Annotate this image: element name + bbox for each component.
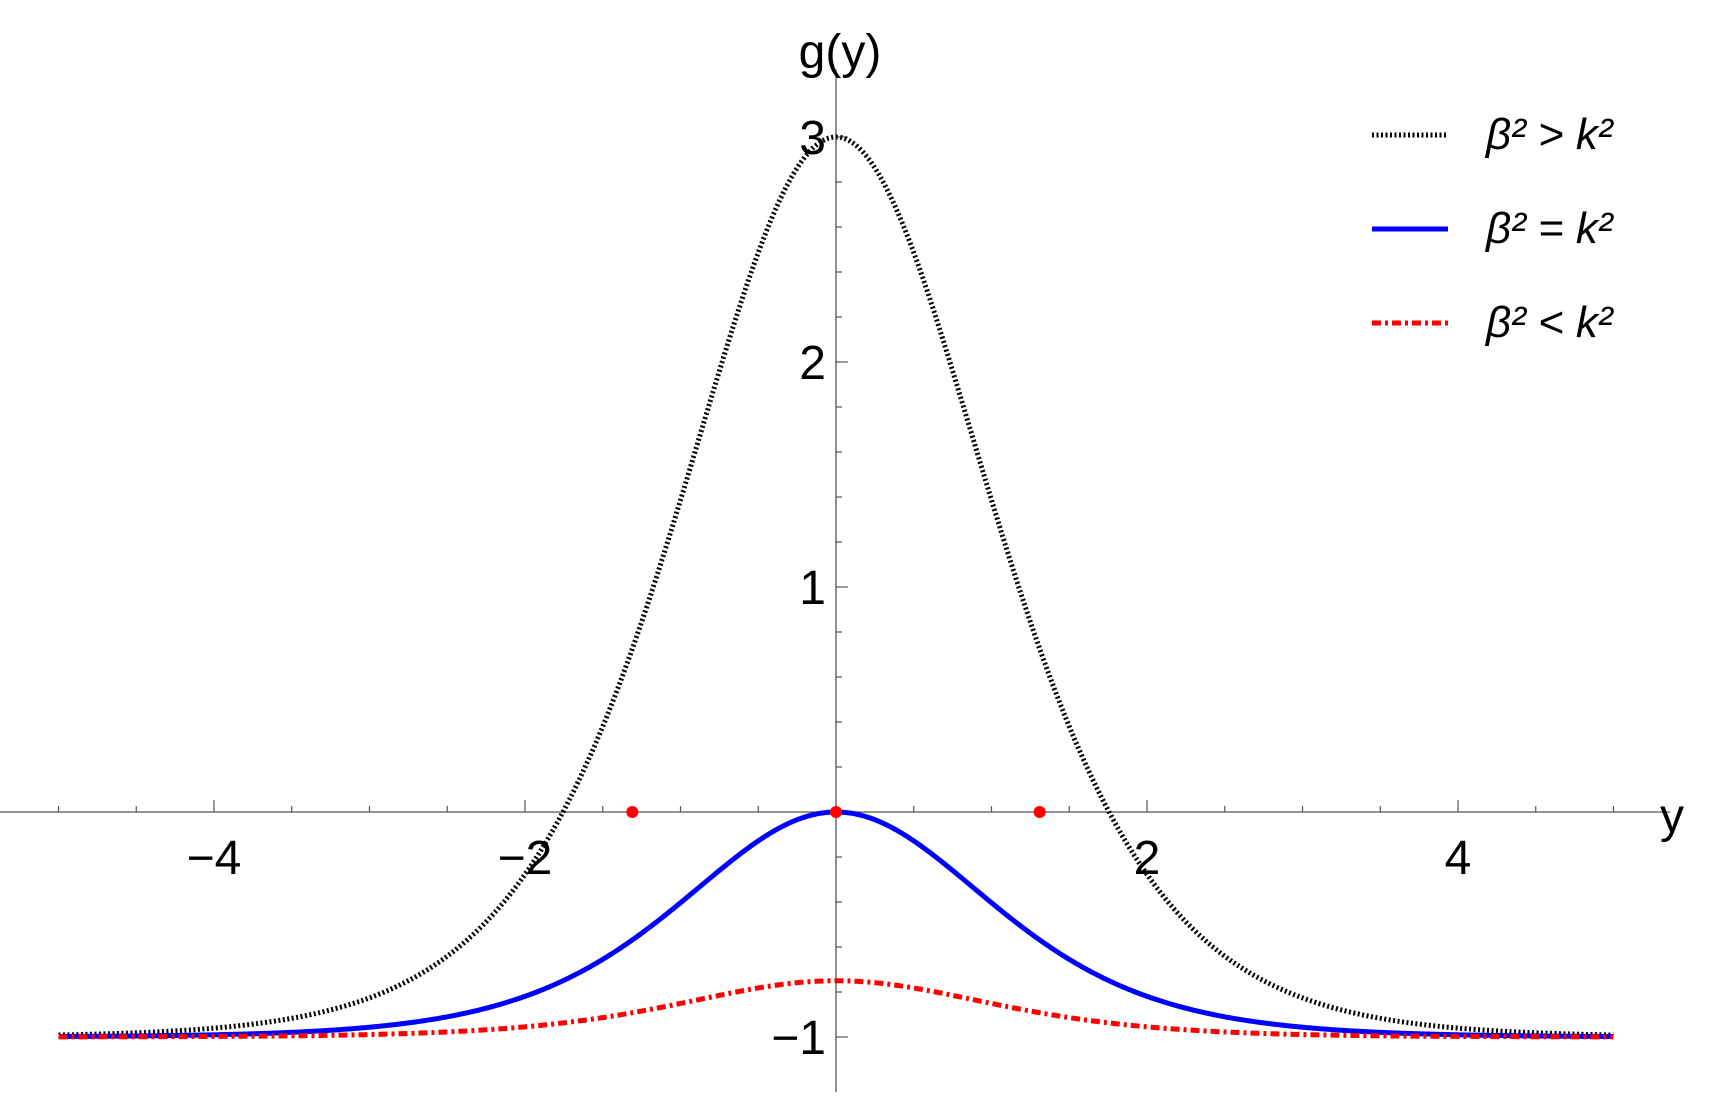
legend-label: β² > k² [1486,110,1613,159]
y-axis-label: g(y) [799,26,882,79]
y-tick-label: −1 [771,1012,826,1065]
marked-points [626,806,1046,818]
y-tick-label: 1 [799,562,826,615]
marked-point [830,806,842,818]
series-line-3 [58,978,1614,1040]
legend-item-1: β² > k² [1372,110,1672,159]
legend-swatch-dashdot [1372,320,1448,326]
legend-item-2: β² = k² [1372,204,1672,253]
y-tick-label: 3 [799,112,826,165]
y-tick-label: 2 [799,337,826,390]
legend-item-3: β² < k² [1372,298,1672,347]
x-tick-label: −4 [187,832,242,885]
legend-swatch-solid [1372,226,1448,232]
legend-label: β² < k² [1486,298,1613,347]
series-line-1 [58,134,1614,1038]
marked-point [1033,806,1046,818]
legend-swatch-dotted [1372,132,1448,138]
x-tick-label: 4 [1445,832,1472,885]
legend-label: β² = k² [1486,204,1613,253]
x-axis-label: y [1660,790,1684,843]
legend: β² > k² β² = k² β² < k² [1372,110,1672,394]
axis-labels: g(y) y [799,26,1684,843]
marked-point [626,806,639,818]
